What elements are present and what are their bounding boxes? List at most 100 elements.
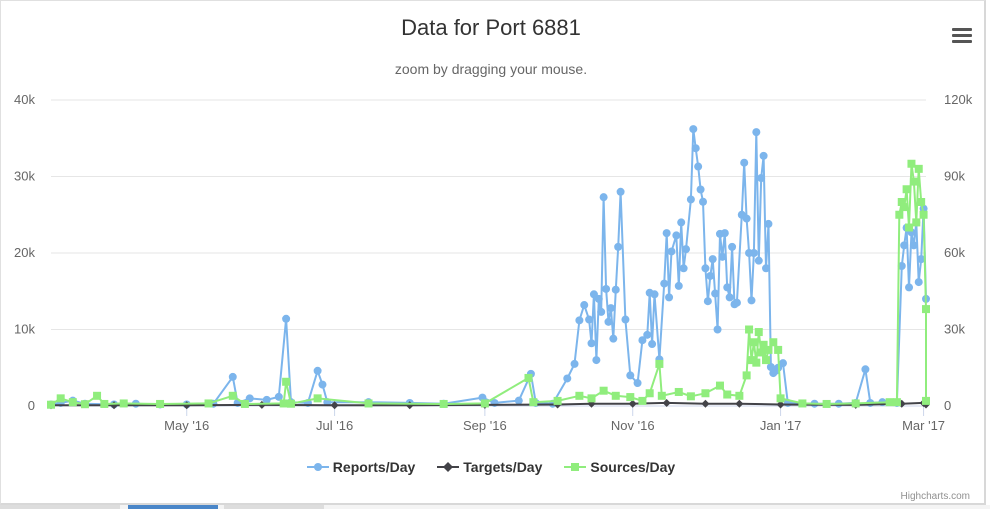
- data-point-sources: [156, 399, 165, 408]
- data-point-sources: [701, 389, 710, 398]
- data-point-sources: [776, 394, 785, 403]
- data-point-sources: [204, 399, 213, 408]
- hamburger-menu-icon[interactable]: [945, 23, 979, 49]
- legend-item-sources[interactable]: Sources/Day: [564, 459, 675, 475]
- data-point-sources: [747, 356, 756, 365]
- data-point-sources: [752, 358, 761, 367]
- data-point-reports: [720, 229, 729, 238]
- data-point-sources: [480, 399, 489, 408]
- data-point-reports: [604, 317, 613, 326]
- data-point-sources: [657, 391, 666, 400]
- data-point-reports: [917, 255, 926, 264]
- data-point-reports: [691, 144, 700, 153]
- data-point-sources: [715, 381, 724, 390]
- tab-3[interactable]: [224, 505, 324, 509]
- legend-label-sources: Sources/Day: [590, 459, 676, 475]
- x-tick-label: Nov '16: [611, 418, 655, 433]
- y-left-tick-label: 10k: [14, 322, 35, 337]
- data-point-reports: [672, 231, 681, 240]
- data-point-reports: [762, 264, 771, 273]
- data-point-sources: [892, 398, 901, 407]
- data-point-sources: [757, 348, 766, 357]
- data-point-sources: [228, 391, 237, 400]
- highcharts-credit-link[interactable]: Highcharts.com: [900, 491, 970, 502]
- data-point-reports: [585, 315, 594, 324]
- data-point-reports: [616, 187, 625, 196]
- data-point-sources: [645, 389, 654, 398]
- data-point-sources: [798, 399, 807, 408]
- data-point-reports: [662, 229, 671, 238]
- data-point-sources: [626, 393, 635, 402]
- chart-subtitle: zoom by dragging your mouse.: [394, 61, 588, 77]
- data-point-reports: [694, 162, 703, 171]
- data-point-sources: [80, 400, 89, 409]
- series-line-targets-day: [51, 401, 927, 407]
- data-point-reports: [677, 218, 686, 227]
- data-point-sources: [764, 345, 773, 354]
- legend-item-targets[interactable]: Targets/Day: [437, 459, 542, 475]
- data-point-sources: [279, 399, 288, 408]
- data-point-reports: [650, 290, 659, 299]
- data-point-reports: [674, 281, 683, 290]
- data-point-reports: [570, 359, 579, 368]
- data-point-sources: [907, 159, 916, 168]
- chart-title: Data for Port 6881: [401, 15, 581, 40]
- data-point-reports: [759, 151, 768, 160]
- data-point-reports: [626, 371, 635, 380]
- legend-label-targets: Targets/Day: [463, 459, 543, 475]
- data-point-reports: [708, 255, 717, 264]
- x-tick-label: May '16: [164, 418, 209, 433]
- data-point-reports: [689, 125, 698, 134]
- y-right-tick-label: 90k: [944, 169, 965, 184]
- data-point-reports: [723, 283, 732, 292]
- legend-item-reports[interactable]: Reports/Day: [306, 459, 415, 475]
- data-point-sources: [912, 218, 921, 227]
- data-point-sources: [553, 396, 562, 405]
- y-right-tick-label: 30k: [944, 322, 965, 337]
- data-point-sources: [897, 198, 906, 206]
- y-left-tick-label: 40k: [14, 92, 35, 107]
- data-point-reports: [614, 242, 623, 251]
- data-point-sources: [885, 398, 894, 407]
- data-point-reports: [594, 294, 603, 303]
- data-point-sources: [822, 399, 831, 408]
- data-point-reports: [679, 264, 688, 273]
- tab-1[interactable]: [0, 505, 120, 509]
- data-point-sources: [922, 305, 930, 314]
- y-right-tick-label: 0: [944, 398, 951, 413]
- data-point-sources: [529, 398, 538, 407]
- data-point-sources: [439, 399, 448, 408]
- data-point-reports: [686, 195, 695, 204]
- data-point-sources: [47, 400, 55, 409]
- data-point-targets: [628, 399, 637, 408]
- data-point-sources: [282, 377, 291, 386]
- tab-2[interactable]: [128, 505, 218, 509]
- data-point-reports: [764, 219, 773, 228]
- data-point-reports: [900, 241, 909, 250]
- data-point-sources: [919, 210, 928, 219]
- data-point-reports: [575, 316, 584, 325]
- series-line-reports-day: [50, 128, 927, 406]
- data-point-reports: [318, 380, 327, 389]
- data-point-targets: [701, 399, 710, 408]
- chart-legend: Reports/Day Targets/Day Sources/Day: [1, 459, 981, 475]
- data-point-reports: [749, 249, 758, 257]
- data-point-reports: [914, 278, 923, 287]
- data-point-reports: [228, 372, 237, 381]
- data-point-sources: [914, 164, 923, 173]
- data-point-sources: [686, 392, 695, 401]
- data-point-reports: [667, 247, 676, 256]
- targets-legend-icon: [437, 462, 460, 472]
- data-point-reports: [725, 293, 734, 302]
- data-point-reports: [599, 193, 608, 202]
- data-point-sources: [774, 345, 783, 354]
- x-tick-label: Jul '16: [316, 418, 353, 433]
- y-left-tick-label: 0: [28, 398, 35, 413]
- x-tick-label: Mar '17: [902, 418, 945, 433]
- data-point-reports: [633, 379, 642, 388]
- data-point-reports: [754, 256, 763, 265]
- data-point-reports: [703, 297, 712, 306]
- data-point-reports: [563, 374, 572, 383]
- data-point-sources: [68, 398, 77, 407]
